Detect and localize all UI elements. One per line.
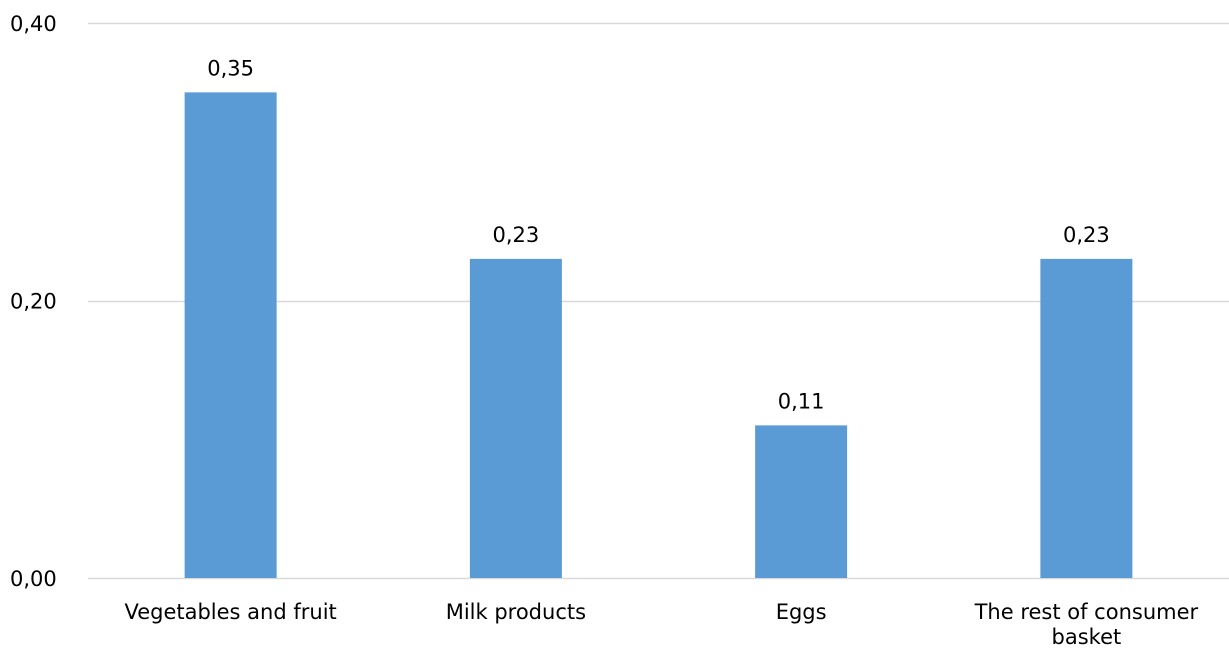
- x-axis-category-labels: Vegetables and fruit Milk products Eggs The…: [124, 600, 1198, 648]
- y-tick-label: 0,20: [10, 290, 57, 314]
- data-label: 0,35: [207, 56, 254, 80]
- bar: [184, 92, 277, 578]
- category-label: The rest of consumer basket: [974, 600, 1199, 648]
- data-labels: 0,35 0,23 0,11 0,23: [207, 56, 1110, 413]
- data-label: 0,23: [1063, 223, 1110, 247]
- y-tick-label: 0,00: [10, 567, 57, 591]
- gridlines: [88, 22, 1229, 580]
- data-label: 0,11: [778, 389, 825, 413]
- bar: [469, 258, 562, 578]
- bar: [755, 425, 848, 578]
- category-label: Vegetables and fruit: [124, 600, 336, 624]
- y-axis-tick-labels: 0,00 0,20 0,40: [10, 12, 57, 591]
- category-label: Eggs: [776, 600, 827, 624]
- data-label: 0,23: [492, 223, 539, 247]
- bar: [1040, 258, 1133, 578]
- y-tick-label: 0,40: [10, 12, 57, 36]
- category-label: Milk products: [446, 600, 586, 624]
- bars: [184, 92, 1133, 578]
